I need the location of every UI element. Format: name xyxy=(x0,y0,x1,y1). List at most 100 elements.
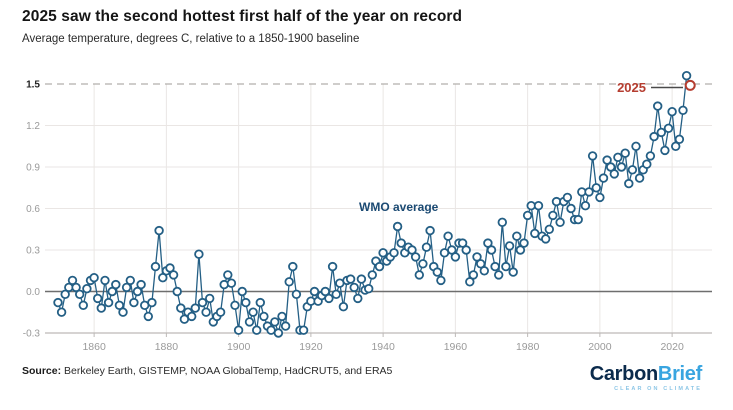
data-point xyxy=(674,134,685,144)
data-point xyxy=(60,289,70,299)
data-point xyxy=(436,275,446,286)
data-point xyxy=(501,261,511,272)
year-2025-label: 2025 xyxy=(617,80,646,95)
data-point xyxy=(620,148,630,158)
data-point xyxy=(624,178,634,189)
data-point xyxy=(443,231,453,241)
data-point xyxy=(197,297,208,308)
data-point xyxy=(490,261,500,272)
data-point xyxy=(223,270,233,280)
data-point xyxy=(100,275,110,286)
data-point xyxy=(555,217,565,227)
data-point xyxy=(255,297,265,308)
data-point xyxy=(103,297,114,308)
data-point xyxy=(118,307,128,317)
data-point xyxy=(627,165,638,175)
data-point xyxy=(114,300,125,310)
data-point xyxy=(111,279,121,290)
x-tick-label: 2000 xyxy=(588,341,612,353)
data-point xyxy=(432,267,442,277)
data-point xyxy=(396,238,406,248)
data-point xyxy=(519,238,529,248)
data-point xyxy=(89,273,99,283)
data-point xyxy=(595,192,605,203)
data-point xyxy=(56,307,67,317)
data-point xyxy=(194,249,204,259)
chart-title: 2025 saw the second hottest first half o… xyxy=(22,8,463,25)
y-tick-label: 1.5 xyxy=(26,80,40,91)
data-point xyxy=(252,325,262,335)
data-point xyxy=(457,238,468,248)
data-point xyxy=(580,200,591,211)
x-tick-label: 1900 xyxy=(227,341,251,353)
data-point xyxy=(465,277,475,287)
data-point xyxy=(248,307,258,317)
data-point xyxy=(548,210,558,221)
data-point xyxy=(392,221,403,232)
data-point xyxy=(277,311,287,322)
x-tick-label: 1860 xyxy=(82,341,106,353)
data-point xyxy=(447,245,457,255)
data-point xyxy=(237,286,247,297)
x-tick-label: 2020 xyxy=(660,341,684,353)
data-point xyxy=(573,214,583,225)
x-tick-label: 1920 xyxy=(299,341,323,353)
data-point xyxy=(92,293,103,304)
data-point xyxy=(309,286,320,297)
data-point xyxy=(345,274,356,284)
data-point xyxy=(367,270,377,280)
data-point xyxy=(233,325,244,335)
data-point xyxy=(241,297,251,308)
x-tick-label: 1940 xyxy=(371,341,395,353)
x-tick-label: 1980 xyxy=(516,341,540,353)
data-point xyxy=(280,321,291,331)
data-point xyxy=(364,284,374,294)
data-point xyxy=(656,127,666,138)
data-point xyxy=(186,311,197,322)
data-point xyxy=(508,267,518,277)
data-point xyxy=(631,141,641,151)
data-point xyxy=(132,286,143,297)
data-point xyxy=(634,173,645,183)
data-point xyxy=(671,141,681,151)
data-point xyxy=(414,270,424,280)
data-point xyxy=(82,284,92,294)
data-point xyxy=(168,270,179,280)
data-point xyxy=(259,311,269,322)
data-point xyxy=(136,279,146,290)
data-point xyxy=(497,217,507,227)
data-point xyxy=(544,224,554,234)
data-point xyxy=(107,286,117,297)
data-point xyxy=(389,248,399,258)
data-point xyxy=(158,273,168,283)
data-point xyxy=(67,275,78,286)
carbonbrief-logo: CarbonBrief CLEAR ON CLIMATE xyxy=(590,364,703,393)
data-point xyxy=(154,225,164,236)
data-point xyxy=(270,317,280,327)
data-point xyxy=(356,274,367,284)
data-point xyxy=(324,293,334,304)
data-point xyxy=(204,293,215,304)
data-point xyxy=(450,252,461,262)
data-point xyxy=(320,286,330,297)
data-point xyxy=(602,155,612,165)
data-point xyxy=(226,278,237,288)
source-text: Berkeley Earth, GISTEMP, NOAA GlobalTemp… xyxy=(61,365,393,377)
data-point xyxy=(541,234,551,244)
logo-tagline: CLEAR ON CLIMATE xyxy=(614,386,702,392)
data-point xyxy=(143,311,153,322)
data-point xyxy=(125,275,135,286)
data-point xyxy=(74,289,85,299)
data-point xyxy=(642,159,652,169)
data-point xyxy=(649,131,659,142)
data-point xyxy=(418,259,428,269)
data-point xyxy=(53,297,63,308)
y-tick-label: 0.9 xyxy=(26,163,40,174)
data-point xyxy=(613,152,623,162)
data-point xyxy=(129,297,139,308)
data-point xyxy=(338,302,349,312)
data-point xyxy=(591,183,601,193)
data-point xyxy=(425,225,435,236)
y-tick-label: 1.2 xyxy=(26,121,40,132)
data-point xyxy=(678,105,688,115)
